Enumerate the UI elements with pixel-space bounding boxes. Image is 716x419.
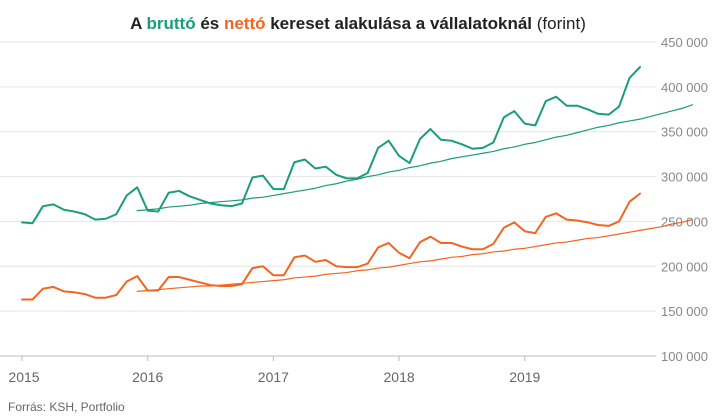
y-tick-label: 400 000	[661, 80, 708, 95]
x-tick-labels: 2015 2016 2017 2018 2019	[8, 369, 540, 385]
y-tick-label: 300 000	[661, 170, 708, 185]
chart-title: A bruttó és nettó kereset alakulása a vá…	[130, 14, 586, 33]
x-tick-label: 2016	[132, 369, 163, 385]
x-tick-label: 2019	[509, 369, 540, 385]
title-part-1: bruttó	[147, 14, 196, 33]
x-tick-label: 2015	[8, 369, 39, 385]
series-line-0	[21, 66, 641, 225]
series-line-3	[136, 219, 693, 293]
title-part-4: kereset alakulása a vállalatoknál	[266, 14, 537, 33]
y-tick-label: 250 000	[661, 214, 708, 229]
title-part-3: nettó	[224, 14, 266, 33]
source-note: Forrás: KSH, Portfolio	[8, 400, 125, 414]
y-tick-label: 200 000	[661, 259, 708, 274]
series-line-1	[136, 104, 693, 212]
x-tick-label: 2018	[384, 369, 415, 385]
y-tick-label: 100 000	[661, 349, 708, 364]
series-layer	[21, 66, 693, 301]
title-part-2: és	[196, 14, 224, 33]
title-part-5: (forint)	[537, 14, 586, 33]
title-part-0: A	[130, 14, 146, 33]
x-tick-label: 2017	[258, 369, 289, 385]
y-tick-labels: 100 000 150 000 200 000 250 000 300 000 350 0…	[661, 35, 708, 364]
y-tick-label: 450 000	[661, 35, 708, 50]
y-tick-label: 150 000	[661, 304, 708, 319]
grid-layer	[0, 41, 656, 361]
series-line-2	[21, 192, 641, 301]
y-tick-label: 350 000	[661, 125, 708, 140]
